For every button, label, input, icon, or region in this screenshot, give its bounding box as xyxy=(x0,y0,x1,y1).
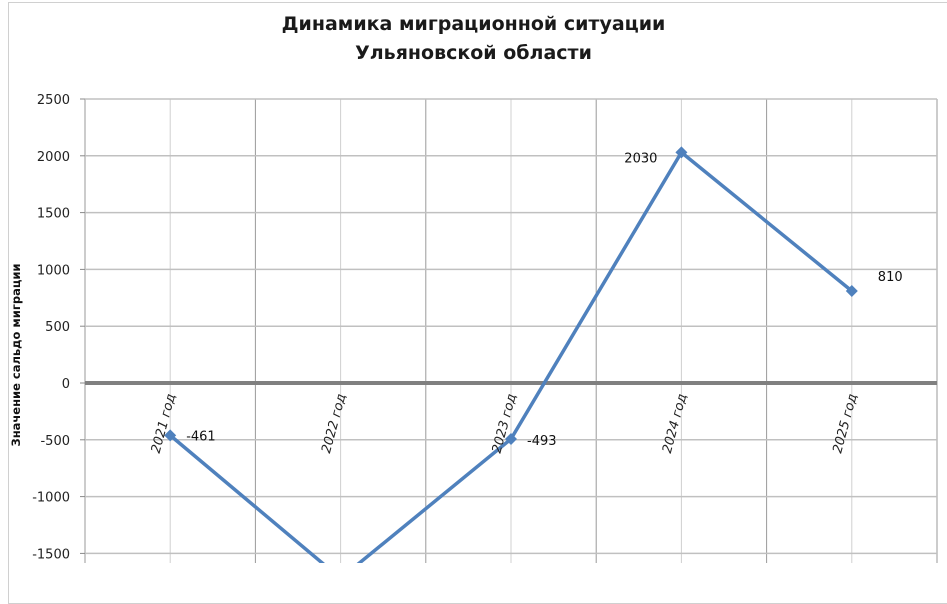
y-tick-label: 1000 xyxy=(37,263,70,278)
x-category-label: 2021 год xyxy=(149,392,179,455)
x-category-label: 2023 год xyxy=(490,392,520,455)
data-point-marker xyxy=(335,572,347,584)
series xyxy=(164,146,858,584)
y-tick-label: 1500 xyxy=(37,207,70,222)
y-axis-ticks: 2500 2000 1500 1000 500 0 -500 -1000 -1500 xyxy=(32,93,70,562)
y-tick-label: 0 xyxy=(62,377,70,392)
data-point-marker xyxy=(845,284,858,297)
grid xyxy=(80,98,938,563)
data-label: 810 xyxy=(878,270,903,285)
chart-title-line-1: Динамика миграционной ситуации xyxy=(281,13,666,35)
data-point-marker xyxy=(675,146,688,159)
x-category-label: 2024 год xyxy=(660,392,690,455)
x-category-label: 2022 год xyxy=(319,392,349,455)
y-tick-label: 2500 xyxy=(37,93,70,108)
data-labels: -461 -493 2030 810 xyxy=(186,151,902,449)
line-chart: 2500 2000 1500 1000 500 0 -500 -1000 -1500 2021 … xyxy=(9,93,938,584)
x-category-label: 2025 год xyxy=(830,392,860,455)
y-axis-label: Значение сальдо миграции xyxy=(9,264,23,447)
data-point-marker xyxy=(164,429,177,442)
y-tick-label: 2000 xyxy=(37,150,70,165)
data-label: 2030 xyxy=(624,151,657,166)
data-point-marker xyxy=(505,433,517,446)
y-tick-label: -500 xyxy=(40,434,70,449)
y-tick-label: -1500 xyxy=(32,547,70,562)
data-label: -461 xyxy=(186,429,216,444)
chart-title-line-2: Ульяновской области xyxy=(355,42,592,64)
y-tick-label: -1000 xyxy=(32,491,70,506)
data-label: -493 xyxy=(527,434,557,449)
y-tick-label: 500 xyxy=(45,320,70,335)
